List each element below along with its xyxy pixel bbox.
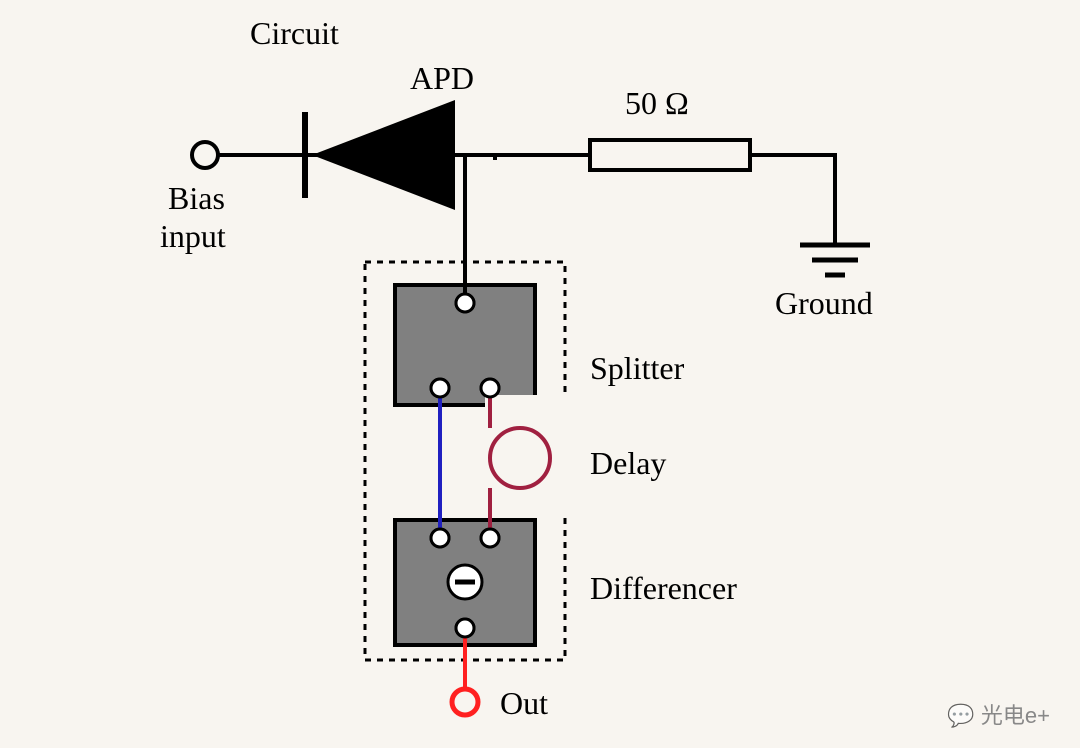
circuit-diagram: [0, 0, 1080, 748]
bias-label-1: Bias: [168, 180, 225, 217]
title-label: Circuit: [250, 15, 339, 52]
resistor-label: 50 Ω: [625, 85, 689, 122]
apd-label: APD: [410, 60, 474, 97]
resistor-50ohm: [590, 140, 750, 170]
differencer-label: Differencer: [590, 570, 737, 607]
delay-label: Delay: [590, 445, 666, 482]
ground-label: Ground: [775, 285, 873, 322]
watermark: 💬 光电e+: [947, 698, 1050, 730]
bias-input-node: [192, 142, 218, 168]
out-node: [452, 689, 478, 715]
splitter-label: Splitter: [590, 350, 684, 387]
bias-label-2: input: [160, 218, 226, 255]
out-label: Out: [500, 685, 548, 722]
apd-diode: [312, 100, 455, 210]
